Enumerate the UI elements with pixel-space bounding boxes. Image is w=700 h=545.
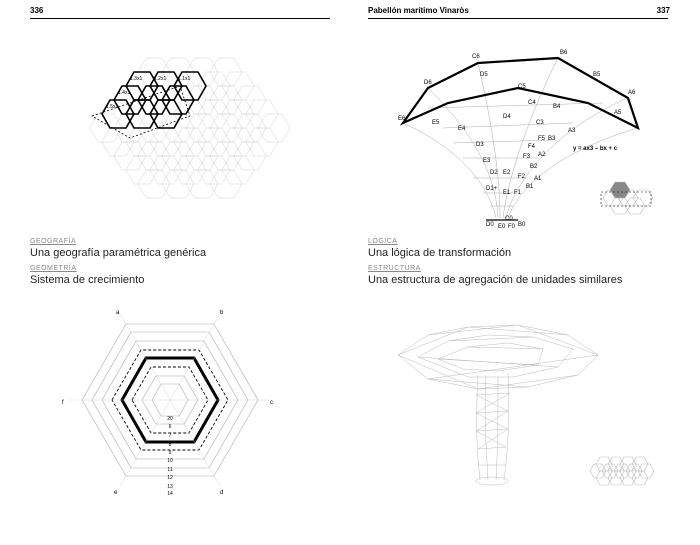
caption-text: Sistema de crecimiento bbox=[30, 274, 330, 286]
page-number-right: 337 bbox=[657, 6, 670, 15]
svg-text:d: d bbox=[220, 490, 223, 496]
caption-text: Una estructura de agregación de unidades… bbox=[368, 274, 668, 286]
svg-text:D6: D6 bbox=[424, 80, 432, 86]
svg-text:c: c bbox=[270, 400, 273, 406]
svg-text:8: 8 bbox=[169, 442, 172, 448]
caption-label: GEOMETRÍA bbox=[30, 265, 330, 272]
svg-text:F1: F1 bbox=[514, 190, 522, 196]
svg-text:9: 9 bbox=[169, 450, 172, 456]
svg-text:a: a bbox=[116, 310, 120, 316]
caption-geometry: GEOMETRÍA Sistema de crecimiento bbox=[30, 265, 330, 286]
svg-text:D2: D2 bbox=[490, 170, 498, 176]
svg-text:f: f bbox=[62, 400, 64, 406]
hex-size-label: 1.3x1 bbox=[130, 76, 142, 82]
svg-text:B2: B2 bbox=[530, 164, 538, 170]
caption-structure: ESTRUCTURA Una estructura de agregación … bbox=[368, 265, 668, 286]
svg-text:B4: B4 bbox=[553, 104, 561, 110]
svg-text:A1: A1 bbox=[534, 176, 542, 182]
svg-text:A5: A5 bbox=[614, 110, 622, 116]
svg-text:C3: C3 bbox=[536, 120, 544, 126]
caption-logic: LÓGICA Una lógica de transformación bbox=[368, 238, 668, 259]
svg-text:F2: F2 bbox=[518, 174, 526, 180]
page-number-left: 336 bbox=[30, 6, 43, 15]
svg-text:E0: E0 bbox=[498, 224, 506, 230]
formula-label: y = ax3 – bx + c bbox=[573, 146, 618, 152]
svg-text:C4: C4 bbox=[528, 100, 536, 106]
svg-text:13: 13 bbox=[167, 484, 173, 490]
hex-size-label: 1.2x1 bbox=[154, 76, 166, 82]
svg-text:E2: E2 bbox=[503, 170, 511, 176]
svg-text:E1: E1 bbox=[503, 190, 511, 196]
svg-text:C6: C6 bbox=[472, 54, 480, 60]
svg-text:D5: D5 bbox=[480, 72, 488, 78]
svg-text:D4: D4 bbox=[503, 114, 511, 120]
diagram-structure-isometric bbox=[368, 295, 668, 545]
caption-geography: GEOGRAFÍA Una geografía paramétrica gené… bbox=[30, 238, 330, 259]
svg-text:A2: A2 bbox=[538, 152, 546, 158]
svg-text:12: 12 bbox=[167, 475, 173, 481]
svg-text:20: 20 bbox=[167, 416, 173, 422]
svg-text:6: 6 bbox=[169, 424, 172, 430]
page-title: Pabellón marítimo Vinaròs bbox=[368, 6, 469, 15]
svg-text:10: 10 bbox=[167, 458, 173, 464]
diagram-logic-transformation: D6 C6 D5 B6 B5 A6 A5 E6 E5 E4 C5 C4 B4 D… bbox=[368, 28, 668, 238]
svg-text:B1: B1 bbox=[526, 184, 534, 190]
svg-text:B0: B0 bbox=[518, 222, 526, 228]
svg-text:E4: E4 bbox=[458, 126, 466, 132]
svg-text:A6: A6 bbox=[628, 90, 636, 96]
caption-label: LÓGICA bbox=[368, 238, 668, 245]
svg-text:E5: E5 bbox=[432, 120, 440, 126]
svg-text:A3: A3 bbox=[568, 128, 576, 134]
caption-text: Una geografía paramétrica genérica bbox=[30, 247, 330, 259]
hex-size-label: 1.4x1 bbox=[118, 90, 130, 96]
svg-text:F4: F4 bbox=[528, 144, 536, 150]
caption-label: ESTRUCTURA bbox=[368, 265, 668, 272]
svg-text:F5: F5 bbox=[538, 136, 546, 142]
svg-text:E3: E3 bbox=[483, 158, 491, 164]
svg-text:D0: D0 bbox=[486, 222, 494, 228]
hex-size-label: 1.5x1 bbox=[106, 104, 118, 110]
svg-text:14: 14 bbox=[167, 491, 173, 497]
rule-right bbox=[368, 18, 668, 19]
svg-text:B3: B3 bbox=[548, 136, 556, 142]
svg-text:D3: D3 bbox=[476, 142, 484, 148]
svg-text:F0: F0 bbox=[508, 224, 516, 230]
svg-text:C0: C0 bbox=[505, 216, 513, 222]
svg-text:D1+: D1+ bbox=[486, 186, 498, 192]
svg-text:B5: B5 bbox=[593, 72, 601, 78]
svg-text:11: 11 bbox=[167, 467, 172, 473]
svg-text:E6: E6 bbox=[398, 116, 406, 122]
svg-text:C5: C5 bbox=[518, 84, 526, 90]
svg-text:b: b bbox=[220, 310, 224, 316]
diagram-geography-hexgrid: 1.3x1 1.2x1 1.1x1 1.4x1 1.5x1 bbox=[30, 28, 330, 238]
diagram-geometry-concentric-hex: a b c d e f 20 6 7 8 9 10 11 12 13 14 bbox=[30, 295, 330, 545]
rule-left bbox=[30, 18, 330, 19]
svg-text:F3: F3 bbox=[523, 154, 531, 160]
caption-label: GEOGRAFÍA bbox=[30, 238, 330, 245]
svg-text:e: e bbox=[114, 490, 118, 496]
hex-size-label: 1.1x1 bbox=[178, 76, 190, 82]
caption-text: Una lógica de transformación bbox=[368, 247, 668, 259]
svg-text:7: 7 bbox=[169, 433, 172, 439]
svg-text:B6: B6 bbox=[560, 50, 568, 56]
